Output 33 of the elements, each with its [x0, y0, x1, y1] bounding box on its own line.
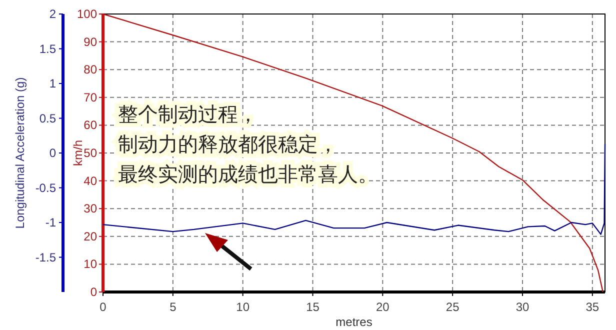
- y2-axis-title: Longitudinal Acceleration (g): [13, 77, 27, 229]
- y-axis-title: km/h: [71, 140, 85, 166]
- y2-tick-label: -0.5: [35, 180, 56, 195]
- y-tick-label: 40: [84, 174, 98, 188]
- y-tick-label: 90: [84, 34, 98, 49]
- y-tick-label: 30: [84, 202, 98, 216]
- x-tick-label: 35: [586, 300, 600, 314]
- x-tick-label: 15: [306, 300, 320, 314]
- x-tick-label: 30: [516, 300, 530, 314]
- annotation: 整个制动过程，: [118, 104, 258, 126]
- y-tick-label: 60: [84, 118, 98, 132]
- y2-tick-label: -1.5: [35, 250, 56, 264]
- y-tick-label: 100: [76, 7, 98, 21]
- y2-tick-label: 1: [49, 76, 56, 90]
- x-tick-label: 5: [170, 300, 177, 314]
- y-tick-label: 20: [84, 229, 98, 244]
- annotation: 制动力的释放都很稳定，: [118, 134, 338, 156]
- y-tick-label: 50: [84, 146, 98, 160]
- y2-tick-label: 0: [49, 146, 56, 160]
- y-tick-label: 10: [84, 257, 98, 272]
- x-axis-title: metres: [336, 315, 372, 329]
- y2-tick-label: 1.5: [39, 42, 56, 56]
- annotation: 最终实测的成绩也非常喜人。: [118, 164, 378, 186]
- x-tick-label: 10: [236, 300, 250, 314]
- x-tick-label: 0: [100, 300, 107, 314]
- y-tick-label: 80: [84, 62, 98, 77]
- x-tick-label: 20: [376, 300, 390, 314]
- y2-tick-label: -1: [45, 216, 56, 230]
- y-tick-label: 70: [84, 90, 98, 104]
- y-tick-label: 0: [90, 285, 98, 299]
- y2-tick-label: 2: [49, 7, 56, 21]
- y2-tick-label: 0.5: [39, 111, 56, 126]
- x-tick-label: 25: [446, 300, 460, 314]
